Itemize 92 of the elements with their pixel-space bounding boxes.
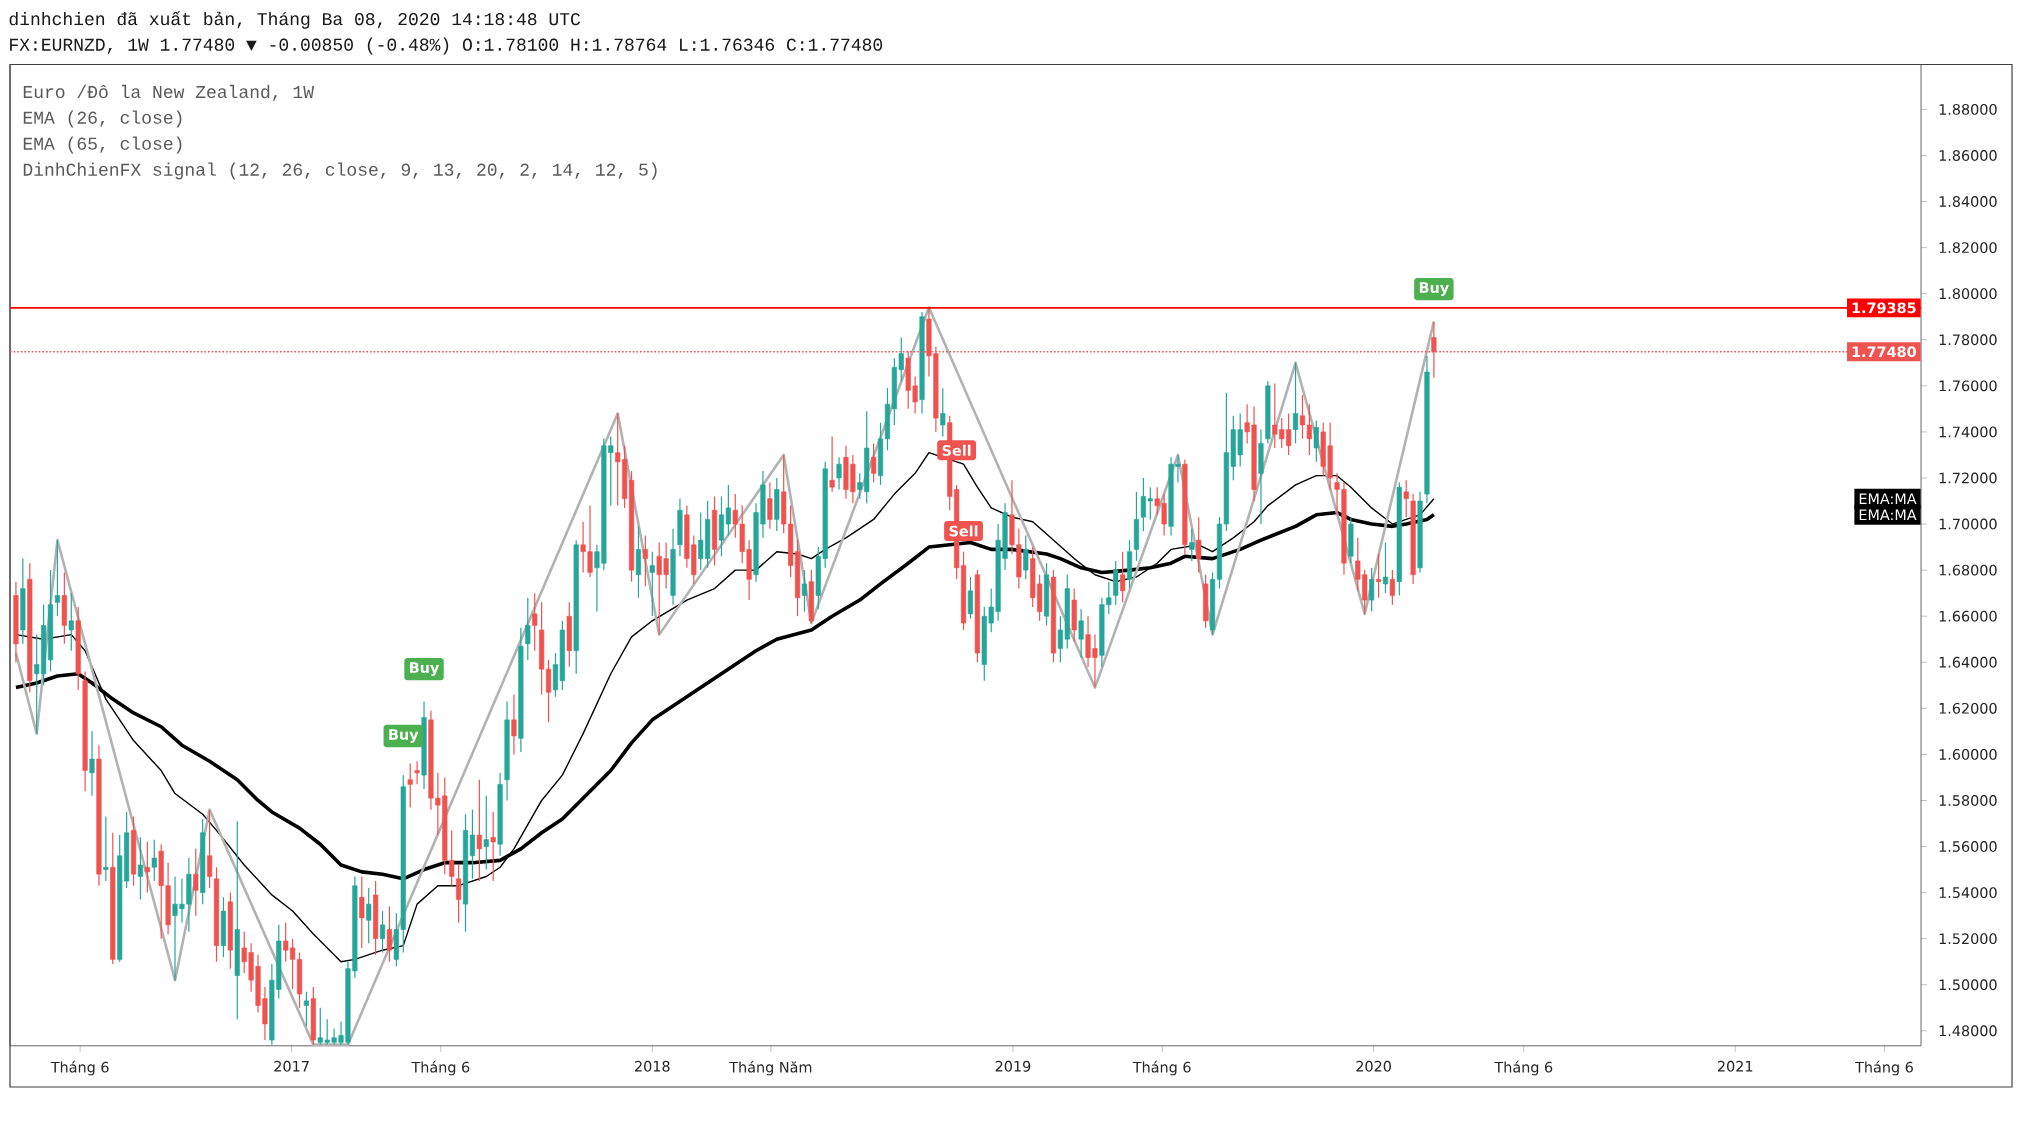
- candlestick: [642, 534, 648, 587]
- y-tick-label: 1.50000: [1939, 979, 1997, 991]
- x-tick-label: 2019: [995, 1060, 1031, 1072]
- x-tick-label: Tháng Năm: [729, 1060, 812, 1076]
- annotation: Buy: [410, 662, 440, 676]
- candlestick: [1120, 551, 1126, 603]
- candlestick: [490, 811, 496, 882]
- y-tick-label: 1.72000: [1939, 472, 1997, 484]
- y-tick-label: 1.76000: [1939, 380, 1997, 392]
- y-tick-label: 1.56000: [1939, 841, 1997, 852]
- candlestick: [871, 442, 877, 484]
- annotation: Euro /Đô la New Zealand, 1W: [23, 84, 314, 102]
- y-tick-label: 1.62000: [1939, 702, 1997, 714]
- x-tick-label: Tháng 6: [1132, 1060, 1191, 1076]
- candlestick: [511, 693, 517, 755]
- annotation: Buy: [1419, 282, 1449, 296]
- y-tick-label: 1.60000: [1939, 748, 1997, 760]
- x-tick-label: 2020: [1356, 1060, 1391, 1072]
- annotation: DinhChienFX signal (12, 26, close, 9, 13, 20, 2, 14, 12, 5): [23, 162, 657, 180]
- y-tick-label: 1.48000: [1939, 1025, 1997, 1037]
- candlestick: [1023, 534, 1029, 580]
- y-tick-label: 1.54000: [1939, 887, 1997, 899]
- x-tick-label: 2018: [635, 1060, 670, 1072]
- annotation: EMA (65, close): [23, 136, 182, 154]
- candlestick: [1369, 567, 1375, 613]
- candlestick: [68, 592, 74, 652]
- y-tick-label: 1.66000: [1939, 610, 1997, 622]
- candlestick: [967, 576, 974, 620]
- x-tick-label: Tháng 6: [1855, 1060, 1913, 1076]
- candlestick: [303, 991, 310, 1027]
- x-tick-label: 2021: [1718, 1060, 1753, 1072]
- candlestick: [151, 839, 157, 882]
- candlestick: [483, 795, 489, 871]
- candlestick: [1196, 516, 1202, 574]
- candlestick: [829, 435, 835, 493]
- candlestick: [144, 841, 150, 894]
- ref-line-label: 1.79385: [1852, 302, 1916, 314]
- annotation: Buy: [389, 729, 419, 743]
- x-tick-label: Tháng 6: [50, 1060, 109, 1076]
- candlestick: [103, 815, 109, 882]
- y-tick-label: 1.58000: [1939, 795, 1997, 806]
- y-tick-label: 1.80000: [1939, 288, 1997, 300]
- y-tick-label: 1.68000: [1939, 564, 1997, 576]
- chart-title: dinhchien đã xuất bản, Tháng Ba 08, 2020 14:18:48 UTC: [9, 11, 581, 29]
- annotation: Sell: [949, 525, 978, 537]
- candlestick: [1189, 528, 1195, 562]
- y-tick-label: 1.52000: [1939, 933, 1997, 945]
- candlestick: [137, 836, 144, 901]
- candlestick: [836, 456, 842, 491]
- candlestick: [54, 539, 61, 617]
- candlestick: [649, 551, 655, 617]
- y-tick-label: 1.84000: [1939, 196, 1997, 207]
- candlestick: [456, 864, 462, 924]
- y-tick-label: 1.82000: [1939, 242, 1997, 254]
- candlestick: [386, 905, 393, 963]
- candlestick: [379, 910, 386, 954]
- candlestick: [359, 875, 365, 949]
- y-tick-label: 1.86000: [1939, 150, 1997, 161]
- candlestick: [476, 779, 482, 882]
- legend-label: EMA:MA: [1859, 509, 1917, 521]
- x-tick-label: Tháng 6: [411, 1060, 470, 1076]
- candlestick: [1389, 569, 1395, 606]
- candlestick: [469, 809, 476, 880]
- candlestick: [767, 481, 773, 530]
- candlestick: [414, 760, 420, 785]
- ref-line-label: 1.77480: [1852, 346, 1916, 358]
- candlestick: [193, 848, 199, 917]
- chart-subtitle: FX:EURNZD, 1W 1.77480 ▼ -0.00850 (-0.48%) O:1.78100 H:1.78764 L:1.76346 C:1.77480: [10, 37, 883, 55]
- candlestick: [525, 597, 531, 661]
- candlestick: [1313, 419, 1319, 463]
- candlestick: [1375, 553, 1382, 599]
- y-tick-label: 1.88000: [1939, 103, 1997, 115]
- candlestick: [1382, 541, 1389, 594]
- y-tick-label: 1.74000: [1939, 426, 1997, 438]
- annotation: EMA (26, close): [23, 110, 182, 128]
- candlestick: [1078, 608, 1084, 659]
- annotation: Sell: [942, 444, 971, 456]
- candlestick: [89, 730, 95, 797]
- candlestick: [407, 763, 413, 808]
- x-tick-label: 2017: [274, 1060, 309, 1072]
- candlestick: [1403, 479, 1409, 518]
- candlestick: [1292, 362, 1299, 445]
- x-tick-label: Tháng 6: [1494, 1060, 1553, 1076]
- candlestick: [801, 569, 808, 613]
- candlestick: [940, 387, 946, 438]
- text: EMA:MA: [1859, 493, 1917, 504]
- y-tick-label: 1.64000: [1939, 656, 1997, 668]
- y-tick-label: 1.78000: [1939, 334, 1997, 346]
- candlestick: [207, 809, 213, 889]
- candlestick: [532, 592, 538, 652]
- candlestick: [366, 887, 372, 944]
- y-tick-label: 1.70000: [1939, 518, 1997, 530]
